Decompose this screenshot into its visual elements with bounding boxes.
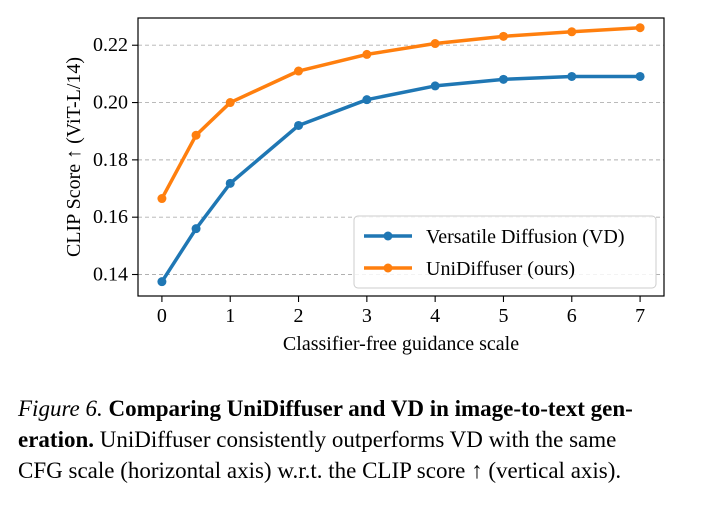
data-point-unidiffuser [191, 130, 201, 140]
legend: Versatile Diffusion (VD) UniDiffuser (ou… [353, 215, 657, 289]
legend-label-vd: Versatile Diffusion (VD) [426, 226, 624, 248]
legend-marker-unidiffuser [383, 263, 393, 273]
data-point-unidiffuser [294, 66, 304, 76]
caption-body-part-1: UniDiffuser consistently outperforms VD … [94, 427, 617, 452]
data-point-unidiffuser [635, 23, 645, 33]
legend-label-unidiffuser: UniDiffuser (ours) [426, 258, 575, 280]
legend-entry-vd: Versatile Diffusion (VD) [364, 226, 624, 248]
figure-label: Figure 6. [18, 396, 103, 421]
data-point-unidiffuser [157, 194, 167, 204]
axis-ticks: 0.14 0.16 0.18 0.20 0.22 0 1 2 3 4 5 6 7 [93, 34, 645, 327]
caption-body-part-2: CFG scale (horizontal axis) w.r.t. the C… [18, 458, 622, 483]
data-point-vd [157, 277, 167, 287]
caption-line-1: Figure 6. Comparing UniDiffuser and VD i… [18, 393, 722, 424]
data-point-vd [430, 81, 440, 91]
y-tick-label: 0.20 [93, 92, 128, 114]
legend-marker-vd [383, 231, 393, 241]
x-tick-label: 1 [225, 305, 235, 327]
data-point-vd [635, 71, 645, 81]
y-axis-label: CLIP Score ↑ (ViT-L/14) [63, 57, 85, 257]
x-tick-label: 3 [362, 305, 372, 327]
data-point-vd [225, 178, 235, 188]
y-tick-label: 0.18 [93, 149, 128, 171]
data-point-vd [498, 74, 508, 84]
series-layer [157, 23, 645, 287]
x-tick-label: 4 [430, 305, 440, 327]
data-point-vd [567, 71, 577, 81]
x-tick-label: 0 [157, 305, 167, 327]
y-tick-label: 0.16 [93, 206, 128, 228]
series-line-unidiffuser [160, 25, 642, 201]
y-tick-label: 0.22 [93, 34, 128, 56]
data-point-unidiffuser [498, 31, 508, 41]
data-point-unidiffuser [225, 98, 235, 108]
caption-line-3: CFG scale (horizontal axis) w.r.t. the C… [18, 455, 722, 486]
caption-line-2: eration. UniDiffuser consistently outper… [18, 424, 722, 455]
x-tick-label: 6 [567, 305, 577, 327]
data-point-unidiffuser [430, 39, 440, 49]
data-point-unidiffuser [567, 27, 577, 37]
x-tick-label: 7 [635, 305, 645, 327]
caption-title-part-2: eration. [18, 427, 95, 452]
data-point-vd [362, 95, 372, 105]
legend-entry-unidiffuser: UniDiffuser (ours) [364, 258, 575, 280]
x-axis-label: Classifier-free guidance scale [283, 333, 519, 355]
x-tick-label: 5 [498, 305, 508, 327]
x-tick-label: 2 [294, 305, 304, 327]
line-chart: 0.14 0.16 0.18 0.20 0.22 0 1 2 3 4 5 6 7 Classifier-… [63, 17, 665, 355]
data-point-vd [294, 120, 304, 130]
data-point-unidiffuser [362, 49, 372, 59]
y-tick-label: 0.14 [93, 264, 128, 286]
plot-frame [137, 17, 665, 297]
figure-caption: Figure 6. Comparing UniDiffuser and VD i… [18, 393, 722, 486]
legend-box [353, 215, 657, 289]
caption-title-part-1: Comparing UniDiffuser and VD in image-to… [108, 396, 633, 421]
data-point-vd [191, 224, 201, 234]
